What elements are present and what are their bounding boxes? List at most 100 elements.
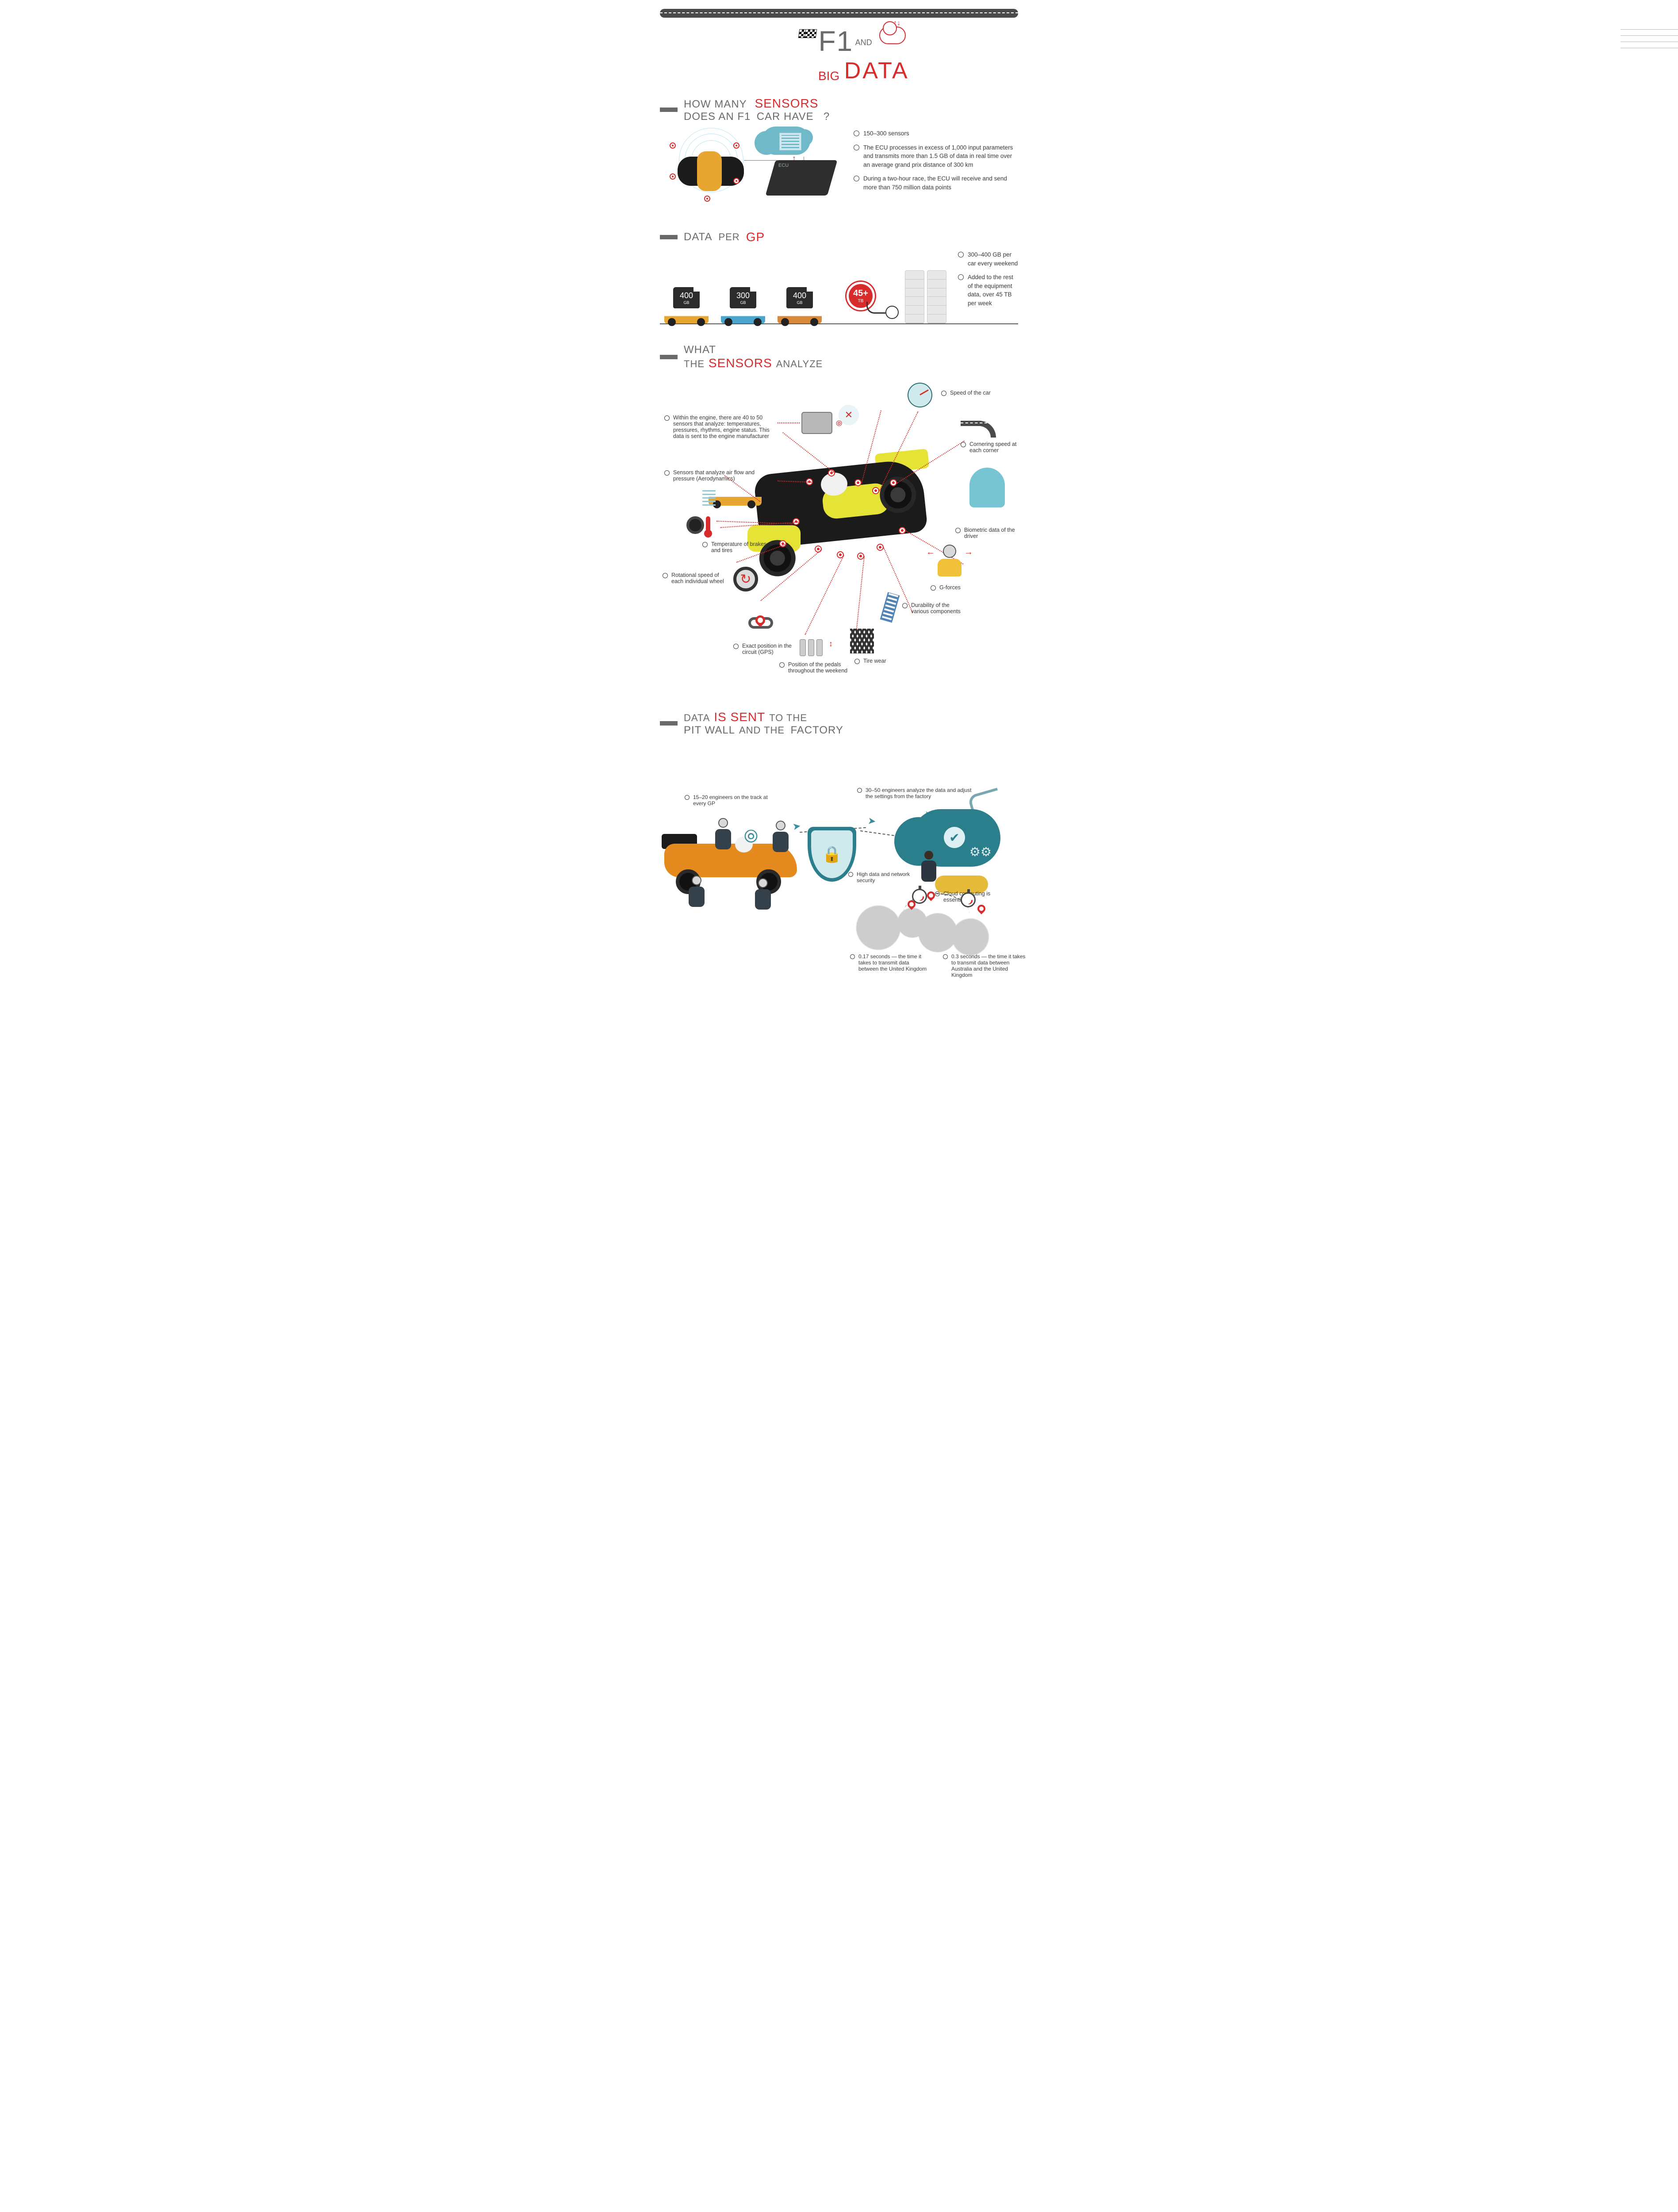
hero: F1 AND BIG DATA xyxy=(660,25,1018,84)
wifi-small-icon: ⦾ xyxy=(836,419,842,428)
hero-f1: F1 xyxy=(818,25,853,58)
hero-big: BIG xyxy=(818,69,839,83)
road-strip xyxy=(660,9,1018,18)
list-item: The ECU processes in excess of 1,000 inp… xyxy=(854,143,1018,169)
hero-and: AND xyxy=(855,38,872,47)
servers-icon xyxy=(905,270,946,323)
section1-body: ↑ ↓ 150–300 sensors The ECU processes in… xyxy=(660,129,1018,218)
speed-gauge-icon xyxy=(908,383,932,407)
sd-unit: GB xyxy=(683,300,689,305)
label-aero: Sensors that analyze air flow and pressu… xyxy=(664,469,766,482)
mini-car-icon xyxy=(778,310,822,323)
driver-biometrics-icon xyxy=(969,468,1005,507)
sd-unit: GB xyxy=(797,300,802,305)
data-per-car-2: 300 GB xyxy=(716,287,770,323)
hero-data: DATA xyxy=(844,58,909,84)
pit-crew-icon xyxy=(686,876,707,911)
sd-value: 400 xyxy=(680,291,693,300)
wifi-icon: ⦾ xyxy=(744,827,758,847)
s1-illustration: ↑ ↓ xyxy=(660,129,846,218)
sd-value: 300 xyxy=(736,291,750,300)
leader-line xyxy=(805,555,844,635)
g-force-driver-icon: ← → xyxy=(934,545,965,580)
s4-title-c: TO THE xyxy=(769,712,807,723)
label-gps: Exact position in the circuit (GPS) xyxy=(733,643,804,655)
s3-title-d: ANALYZE xyxy=(776,358,823,369)
s4-title-a: DATA xyxy=(684,712,710,723)
list-item: During a two-hour race, the ECU will rec… xyxy=(854,174,1018,192)
mini-car-icon xyxy=(721,310,765,323)
server-rack-icon xyxy=(779,133,801,150)
label-durability: Durability of the various components xyxy=(902,602,969,614)
suspension-spring-icon xyxy=(880,592,900,623)
sensor-dot-icon xyxy=(733,142,739,149)
list-item: 300–400 GB per car every weekend xyxy=(958,250,1018,268)
s2-title-b: PER xyxy=(718,231,739,243)
section1-bullet-list: 150–300 sensors The ECU processes in exc… xyxy=(854,129,1018,192)
s4-title-d: PIT WALL xyxy=(684,724,735,736)
mini-car-icon xyxy=(664,310,709,323)
label-brakes: Temperature of brakes and tires xyxy=(702,541,773,553)
pedal-arrows-icon: ↕ xyxy=(829,639,833,649)
leader-line xyxy=(855,557,865,636)
section2-bullet-list: 300–400 GB per car every weekend Added t… xyxy=(958,250,1018,307)
section2-body: 400 GB 300 GB 400 GB 45+ TB 300–400 GB p… xyxy=(660,250,1018,324)
sensor-dot-icon xyxy=(733,178,739,184)
data-per-car-1: 400 GB xyxy=(660,287,713,323)
checkered-flags-icon xyxy=(801,29,814,40)
paper-plane-icon: ➤ xyxy=(867,815,877,827)
sd-unit: GB xyxy=(740,300,746,305)
section4-canvas: 15–20 engineers on the track at every GP… xyxy=(660,743,1018,973)
tire-tread-icon xyxy=(850,629,874,653)
s1-title-c: DOES AN F1 xyxy=(684,111,751,123)
s1-title-b: SENSORS xyxy=(755,96,818,110)
s1-title-d: CAR HAVE xyxy=(757,111,814,123)
badge-unit: TB xyxy=(858,299,864,303)
aero-car-icon xyxy=(709,490,762,506)
s1-title-q: ? xyxy=(824,111,830,123)
pit-crew-icon xyxy=(770,821,791,856)
section4-heading: DATA IS SENT TO THE PIT WALL AND THE FAC… xyxy=(660,710,1018,737)
label-factory-engineers: 30–50 engineers analyze the data and adj… xyxy=(857,787,972,799)
sd-card-icon: 300 GB xyxy=(730,287,756,308)
s3-title-b: THE xyxy=(684,358,705,369)
gears-icon: ⚙︎⚙︎ xyxy=(969,845,992,859)
data-per-car-3: 400 GB xyxy=(773,287,826,323)
sd-card-icon: 400 GB xyxy=(786,287,813,308)
label-wheel: Rotational speed of each individual whee… xyxy=(663,572,729,584)
wheel-rotation-icon xyxy=(733,567,758,591)
label-track-engineers: 15–20 engineers on the track at every GP xyxy=(685,794,773,806)
label-engine: Within the engine, there are 40 to 50 se… xyxy=(664,415,775,439)
s3-title-a: WHAT xyxy=(684,344,716,356)
leader-line xyxy=(778,422,800,423)
paper-plane-icon: ➤ xyxy=(792,820,801,833)
s4-title-b: IS SENT xyxy=(714,710,765,724)
airflow-lines-icon xyxy=(702,490,716,506)
sd-value: 400 xyxy=(793,291,806,300)
sd-card-icon: 400 GB xyxy=(673,287,700,308)
pit-crew-icon xyxy=(713,818,733,853)
sensor-dot-icon xyxy=(670,142,676,149)
section3-heading: WHAT THE SENSORS ANALYZE xyxy=(660,344,1018,370)
s2-title-a: DATA xyxy=(684,231,712,243)
plug-icon xyxy=(885,306,899,319)
circuit-lines-icon xyxy=(1621,27,1678,58)
label-pedals: Position of the pedals throughout the we… xyxy=(779,661,863,674)
s4-title-f: FACTORY xyxy=(790,724,843,736)
section3-canvas: Speed of the car Cornering speed at each… xyxy=(660,376,1018,695)
s3-title-c: SENSORS xyxy=(709,356,772,370)
cloud-upload-icon xyxy=(879,27,906,44)
ecu-box-icon xyxy=(766,160,838,196)
s4-title-e: AND THE xyxy=(739,725,785,736)
label-biometric: Biometric data of the driver xyxy=(955,527,1026,539)
label-security: High data and network security xyxy=(848,871,915,883)
list-item: 150–300 sensors xyxy=(854,129,1018,138)
badge-value: 45+ xyxy=(853,288,868,299)
pit-crew-icon xyxy=(753,878,773,914)
list-item: Added to the rest of the equipment data,… xyxy=(958,273,1018,307)
tire-icon xyxy=(686,516,704,534)
f1-top-view-icon xyxy=(673,147,748,196)
thermometer-icon xyxy=(706,516,710,534)
label-corner: Cornering speed at each corner xyxy=(961,441,1023,453)
s1-title-a: HOW MANY xyxy=(684,98,747,110)
